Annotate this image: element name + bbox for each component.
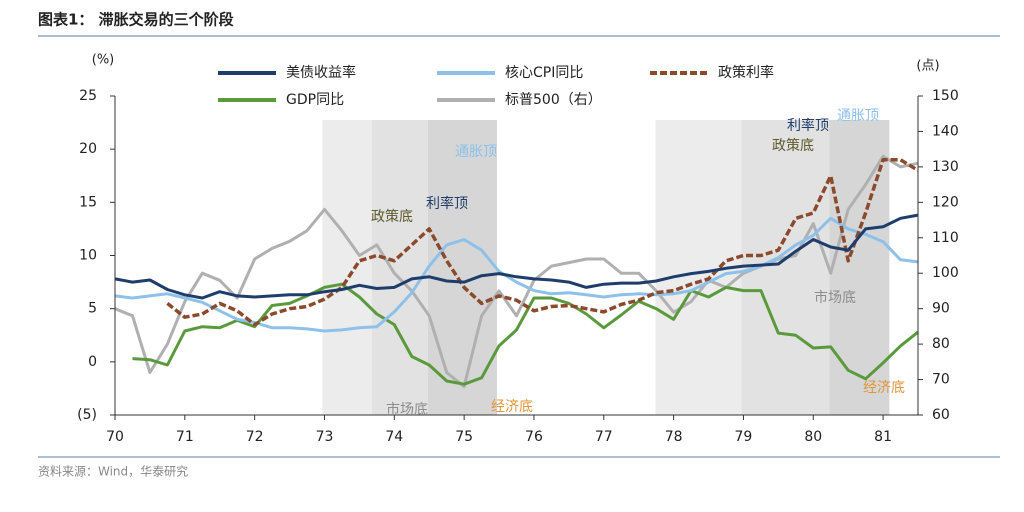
y2-tick-label: 140: [932, 123, 959, 139]
y-tick-label: (5): [77, 407, 97, 423]
y2-tick-label: 100: [932, 265, 959, 281]
shaded-period: [322, 120, 372, 415]
series-line: [166, 158, 919, 327]
y2-tick-label: 80: [932, 336, 950, 352]
x-tick-label: 76: [525, 429, 543, 445]
annotation: 经济底: [491, 399, 533, 415]
y2-axis-label: (点): [916, 59, 939, 74]
shaded-period: [371, 120, 428, 415]
shaded-period: [829, 120, 890, 415]
x-tick-label: 72: [246, 429, 264, 445]
annotation: 政策底: [772, 137, 814, 154]
x-tick-label: 78: [665, 429, 683, 445]
y2-tick-label: 150: [932, 88, 959, 104]
annotation: 经济底: [863, 380, 905, 396]
y-tick-label: 0: [88, 354, 97, 370]
series-line: [132, 282, 919, 386]
y-axis-label: (%): [92, 53, 115, 68]
y-tick-label: 15: [79, 194, 97, 210]
legend-label: 标普500（右）: [505, 92, 602, 108]
annotation: 利率顶: [787, 117, 829, 134]
x-tick-label: 79: [735, 429, 753, 445]
y-tick-label: 25: [79, 88, 97, 104]
y2-tick-label: 130: [932, 159, 959, 175]
series-line: [114, 154, 919, 389]
legend-label: 美债收益率: [286, 64, 356, 81]
y2-tick-label: 60: [932, 407, 950, 423]
y2-tick-label: 70: [932, 372, 950, 388]
annotation: 市场底: [386, 401, 428, 418]
annotation: 政策底: [371, 208, 413, 225]
annotation: 利率顶: [426, 195, 468, 212]
y-tick-label: 10: [79, 248, 97, 264]
x-tick-label: 75: [455, 429, 473, 445]
legend-label: 核心CPI同比: [505, 65, 583, 81]
shaded-period: [427, 120, 497, 415]
x-tick-label: 80: [804, 429, 822, 445]
x-tick-label: 70: [106, 429, 124, 445]
chart-title: 图表1： 滞胀交易的三个阶段: [38, 11, 234, 29]
x-tick-label: 77: [595, 429, 613, 445]
x-tick-label: 81: [874, 429, 892, 445]
x-tick-label: 71: [176, 429, 194, 445]
source: 资料来源：Wind，华泰研究: [38, 464, 188, 479]
x-tick-label: 74: [385, 429, 403, 445]
annotation: 市场底: [814, 289, 856, 306]
annotation: 通胀顶: [837, 108, 879, 124]
annotation: 通胀顶: [455, 144, 497, 160]
series-line: [114, 213, 919, 300]
y2-tick-label: 90: [932, 301, 950, 317]
shading-layer: [322, 120, 890, 415]
y2-tick-label: 120: [932, 194, 959, 210]
x-tick-label: 73: [316, 429, 334, 445]
y2-tick-label: 110: [932, 230, 959, 246]
plot-layer: [114, 154, 919, 389]
y-tick-label: 20: [79, 141, 97, 157]
legend-label: 政策利率: [718, 64, 774, 81]
legend-label: GDP同比: [286, 92, 344, 108]
y-tick-label: 5: [88, 301, 97, 317]
